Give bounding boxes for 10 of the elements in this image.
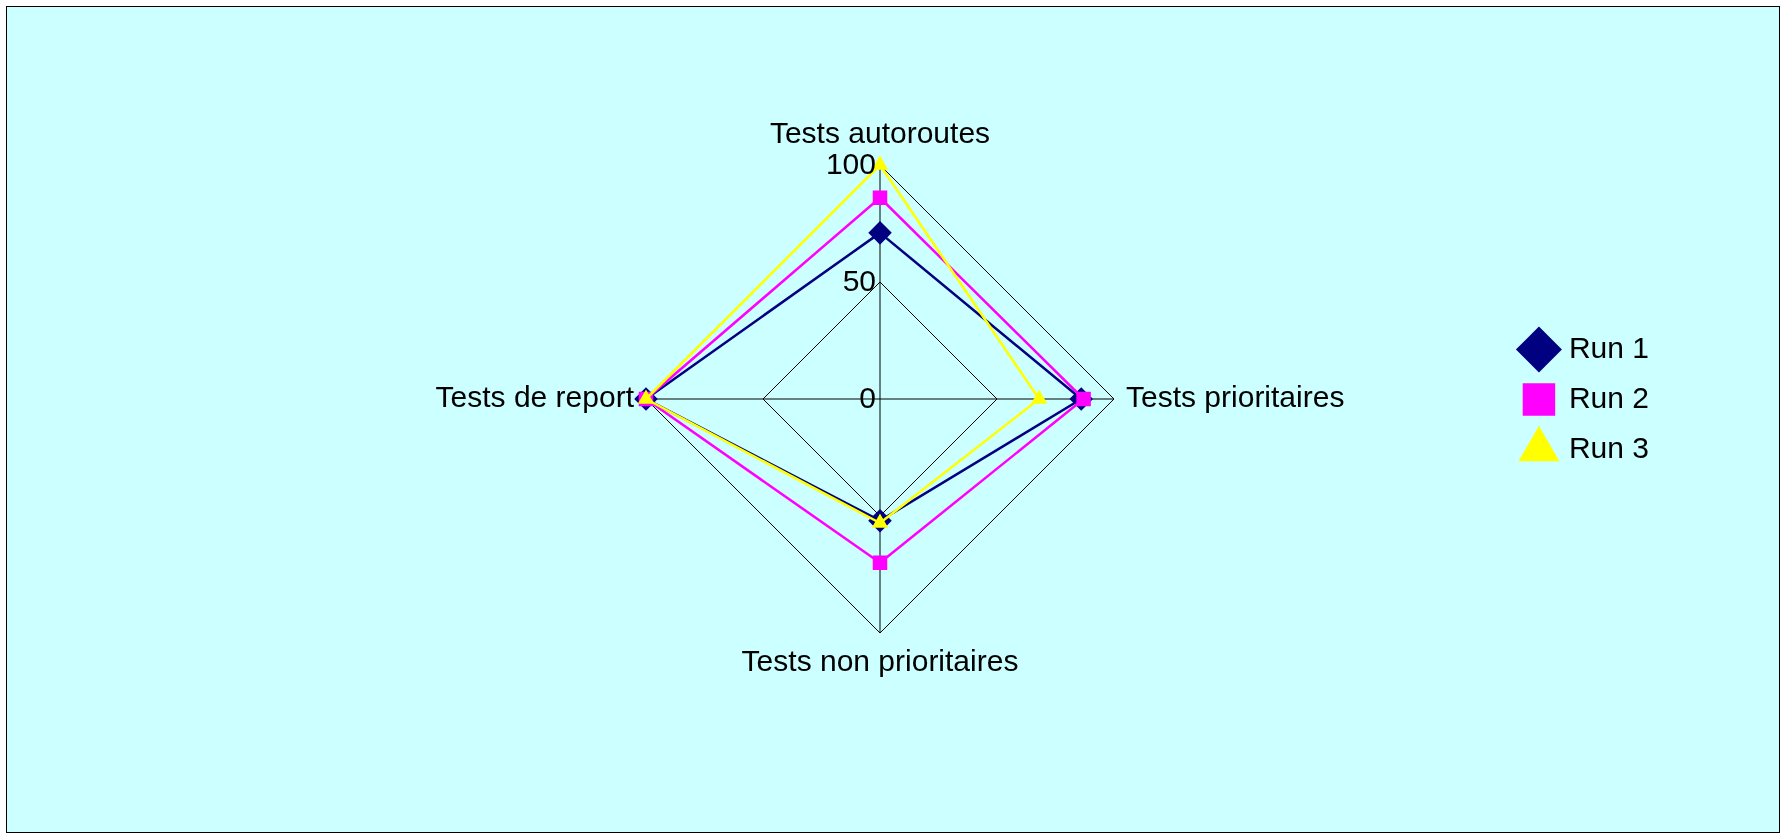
spoke-label: Tests prioritaires [1126,380,1345,414]
spoke-label: Tests autoroutes [769,116,991,150]
y-tick-label: 50 [842,264,876,298]
y-tick-label: 100 [825,147,876,181]
legend-label: Run 1 [1568,330,1650,364]
y-tick-label: 0 [859,381,876,415]
legend-label: Run 2 [1568,380,1650,414]
spoke-label: Tests de report [435,380,635,414]
spoke-label: Tests non prioritaires [741,644,1019,678]
legend-label: Run 3 [1568,430,1650,464]
